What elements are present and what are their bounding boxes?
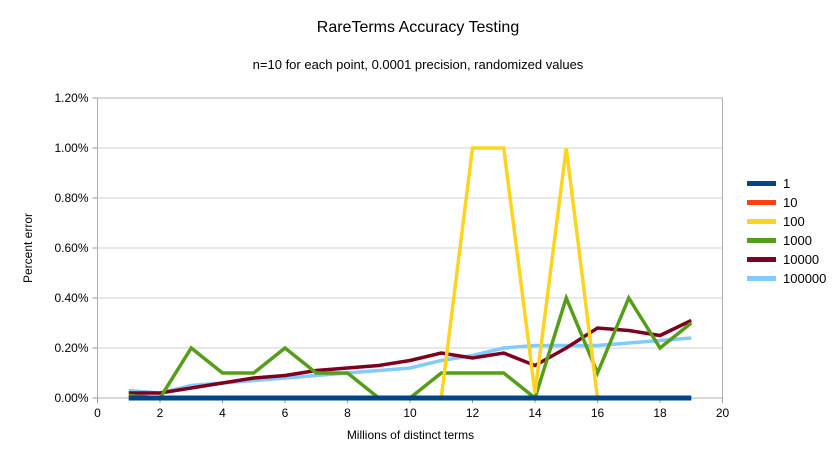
x-axis-title: Millions of distinct terms [346, 428, 475, 442]
x-tick-label: 20 [716, 406, 730, 420]
legend-item-1: 1 [747, 177, 826, 190]
legend-item-10000: 10000 [747, 253, 826, 266]
legend-label: 100000 [783, 271, 827, 286]
x-tick-label: 10 [403, 406, 417, 420]
y-tick-label: 0.00% [54, 391, 88, 405]
legend-item-100000: 100000 [747, 272, 826, 285]
x-tick-label: 4 [219, 406, 226, 420]
x-tick-label: 6 [282, 406, 289, 420]
legend-color-swatch [747, 276, 776, 281]
x-tick-label: 2 [157, 406, 164, 420]
legend-label: 1 [783, 176, 791, 191]
legend-color-swatch [747, 257, 776, 262]
x-tick-label: 16 [591, 406, 605, 420]
y-tick-label: 0.20% [54, 341, 88, 355]
y-tick-label: 1.00% [54, 141, 88, 155]
legend-label: 100 [783, 214, 805, 229]
legend-item-1000: 1000 [747, 234, 826, 247]
legend-item-10: 10 [747, 196, 826, 209]
legend-item-100: 100 [747, 215, 826, 228]
x-tick-label: 8 [344, 406, 351, 420]
legend-color-swatch [747, 200, 776, 205]
x-tick-label: 12 [466, 406, 480, 420]
legend-color-swatch [747, 219, 776, 224]
chart-legend: 1 10 100 1000 10000 100000 [747, 177, 826, 285]
series-line-10000 [128, 318, 693, 395]
legend-label: 10 [783, 195, 798, 210]
legend-color-swatch [747, 238, 776, 243]
x-tick-label: 0 [94, 406, 101, 420]
y-tick-label: 0.80% [54, 191, 88, 205]
chart-title: RareTerms Accuracy Testing [316, 19, 520, 36]
legend-color-swatch [747, 181, 776, 186]
y-tick-label: 0.40% [54, 291, 88, 305]
legend-label: 1000 [783, 233, 812, 248]
x-tick-label: 14 [528, 406, 542, 420]
y-tick-label: 1.20% [54, 91, 88, 105]
x-tick-label: 18 [653, 406, 667, 420]
legend-label: 10000 [783, 252, 820, 267]
y-tick-label: 0.60% [54, 241, 88, 255]
chart-subtitle: n=10 for each point, 0.0001 precision, r… [252, 57, 584, 72]
